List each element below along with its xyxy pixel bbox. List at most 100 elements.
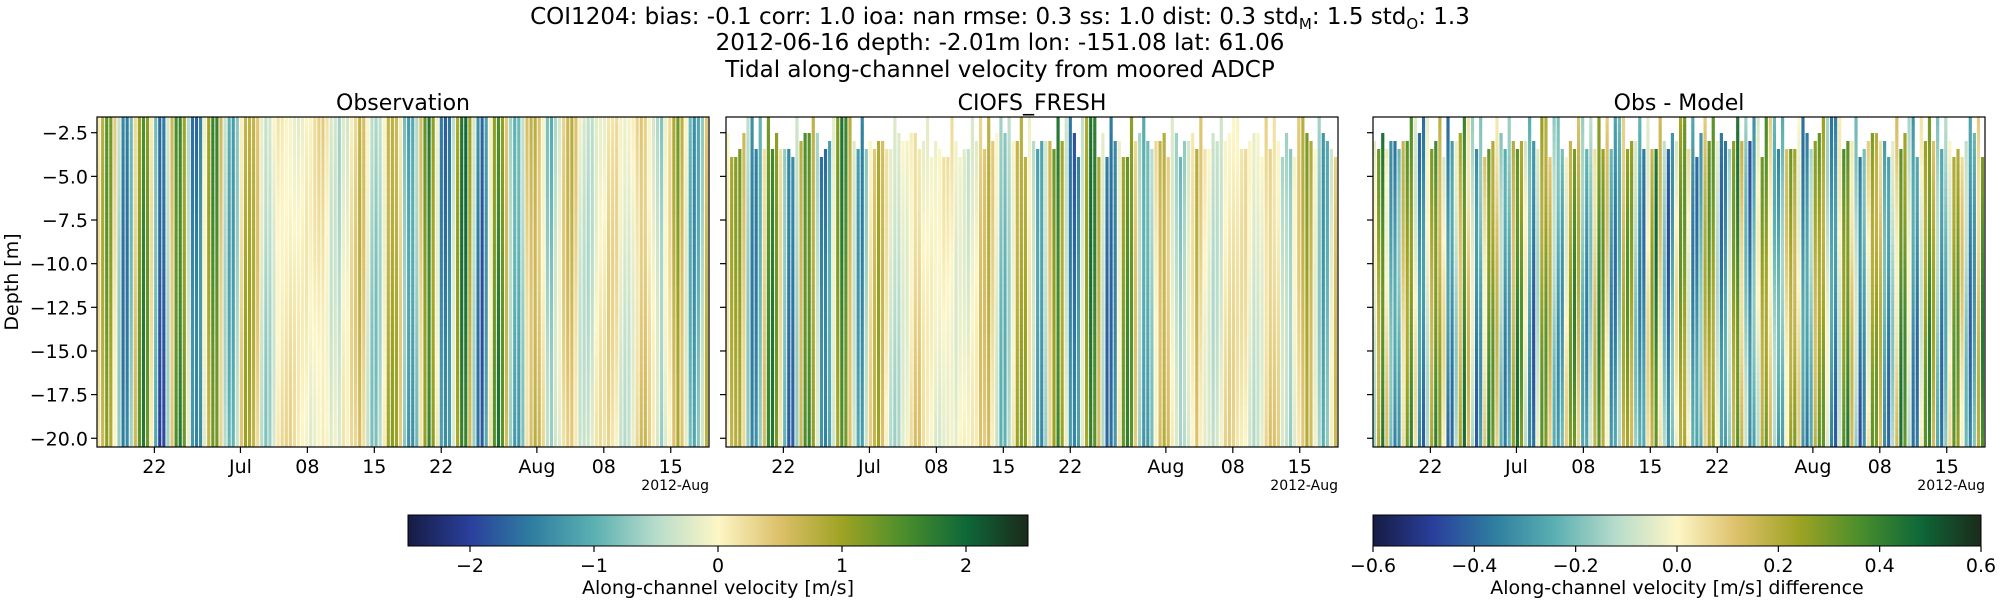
heatmap-cell <box>472 253 476 262</box>
heatmap-cell <box>403 269 407 278</box>
heatmap-cell <box>190 253 195 262</box>
heatmap-cell <box>374 349 378 358</box>
heatmap-cell <box>488 429 492 438</box>
heatmap-cell <box>113 229 117 238</box>
heatmap-cell <box>166 373 170 382</box>
heatmap-cell <box>154 205 158 214</box>
heatmap-cell <box>496 189 501 198</box>
heatmap-cell <box>443 341 447 350</box>
heatmap-cell <box>562 333 566 342</box>
heatmap-cell <box>378 221 382 230</box>
heatmap-cell <box>227 229 231 238</box>
heatmap-cell <box>403 309 407 318</box>
heatmap-cell <box>407 333 411 342</box>
heatmap-cell <box>529 213 533 222</box>
heatmap-cell <box>549 437 554 446</box>
heatmap-cell <box>374 397 378 406</box>
heatmap-cell <box>333 141 337 150</box>
heatmap-cell <box>374 237 378 246</box>
heatmap-cell <box>545 405 549 414</box>
heatmap-cell <box>349 381 354 390</box>
heatmap-cell <box>231 189 235 198</box>
heatmap-cell <box>423 373 427 382</box>
heatmap-cell <box>125 277 129 286</box>
heatmap-cell <box>186 301 190 310</box>
heatmap-cell <box>545 389 549 398</box>
heatmap-cell <box>349 117 354 126</box>
heatmap-cell <box>137 181 141 190</box>
heatmap-cell <box>203 437 207 446</box>
heatmap-cell <box>513 317 517 326</box>
heatmap-cell <box>239 309 243 318</box>
heatmap-cell <box>337 333 341 342</box>
heatmap-cell <box>394 405 399 414</box>
heatmap-cell <box>386 165 390 174</box>
heatmap-cell <box>488 197 492 206</box>
heatmap-cell <box>419 213 423 222</box>
heatmap-cell <box>313 133 317 142</box>
heatmap-cell <box>370 349 374 358</box>
heatmap-cell <box>513 277 517 286</box>
heatmap-cell <box>219 373 223 382</box>
heatmap-cell <box>464 341 468 350</box>
heatmap-cell <box>170 213 174 222</box>
heatmap-cell <box>260 429 264 438</box>
heatmap-cell <box>215 277 219 286</box>
heatmap-cell <box>513 293 517 302</box>
heatmap-cell <box>170 133 174 142</box>
heatmap-cell <box>109 325 113 334</box>
heatmap-cell <box>521 325 525 334</box>
heatmap-cell <box>288 133 292 142</box>
heatmap-cell <box>386 261 390 270</box>
heatmap-cell <box>423 125 427 134</box>
heatmap-cell <box>272 325 276 334</box>
heatmap-cell <box>272 413 276 422</box>
heatmap-cell <box>411 117 415 126</box>
heatmap-cell <box>235 421 239 430</box>
heatmap-cell <box>321 117 325 126</box>
heatmap-cell <box>190 373 195 382</box>
heatmap-cell <box>227 189 231 198</box>
heatmap-cell <box>390 253 394 262</box>
heatmap-cell <box>313 157 317 166</box>
heatmap-cell <box>178 365 182 374</box>
heatmap-cell <box>566 397 570 406</box>
heatmap-cell <box>403 149 407 158</box>
heatmap-cell <box>284 141 288 150</box>
heatmap-cell <box>358 349 362 358</box>
heatmap-cell <box>398 389 403 398</box>
heatmap-cell <box>451 397 456 406</box>
heatmap-cell <box>574 333 578 342</box>
heatmap-cell <box>366 245 370 254</box>
heatmap-cell <box>488 237 492 246</box>
heatmap-cell <box>333 269 337 278</box>
heatmap-cell <box>488 397 492 406</box>
heatmap-cell <box>292 117 297 126</box>
heatmap-cell <box>158 373 162 382</box>
heatmap-cell <box>247 309 252 318</box>
heatmap-cell <box>411 373 415 382</box>
heatmap-cell <box>427 165 431 174</box>
heatmap-cell <box>496 341 501 350</box>
heatmap-cell <box>333 349 337 358</box>
heatmap-cell <box>256 397 260 406</box>
heatmap-cell <box>170 117 174 126</box>
heatmap-cell <box>276 165 280 174</box>
heatmap-cell <box>480 165 484 174</box>
heatmap-cell <box>517 277 521 286</box>
heatmap-cell <box>382 133 386 142</box>
heatmap-cell <box>280 165 284 174</box>
heatmap-cell <box>366 277 370 286</box>
heatmap-cell <box>496 157 501 166</box>
heatmap-cell <box>435 405 439 414</box>
heatmap-cell <box>505 413 509 422</box>
heatmap-cell <box>370 261 374 270</box>
heatmap-cell <box>276 373 280 382</box>
heatmap-cell <box>427 173 431 182</box>
heatmap-cell <box>182 133 186 142</box>
heatmap-cell <box>166 317 170 326</box>
heatmap-cell <box>194 245 199 254</box>
heatmap-cell <box>362 293 366 302</box>
heatmap-cell <box>341 149 345 158</box>
heatmap-cell <box>476 197 480 206</box>
